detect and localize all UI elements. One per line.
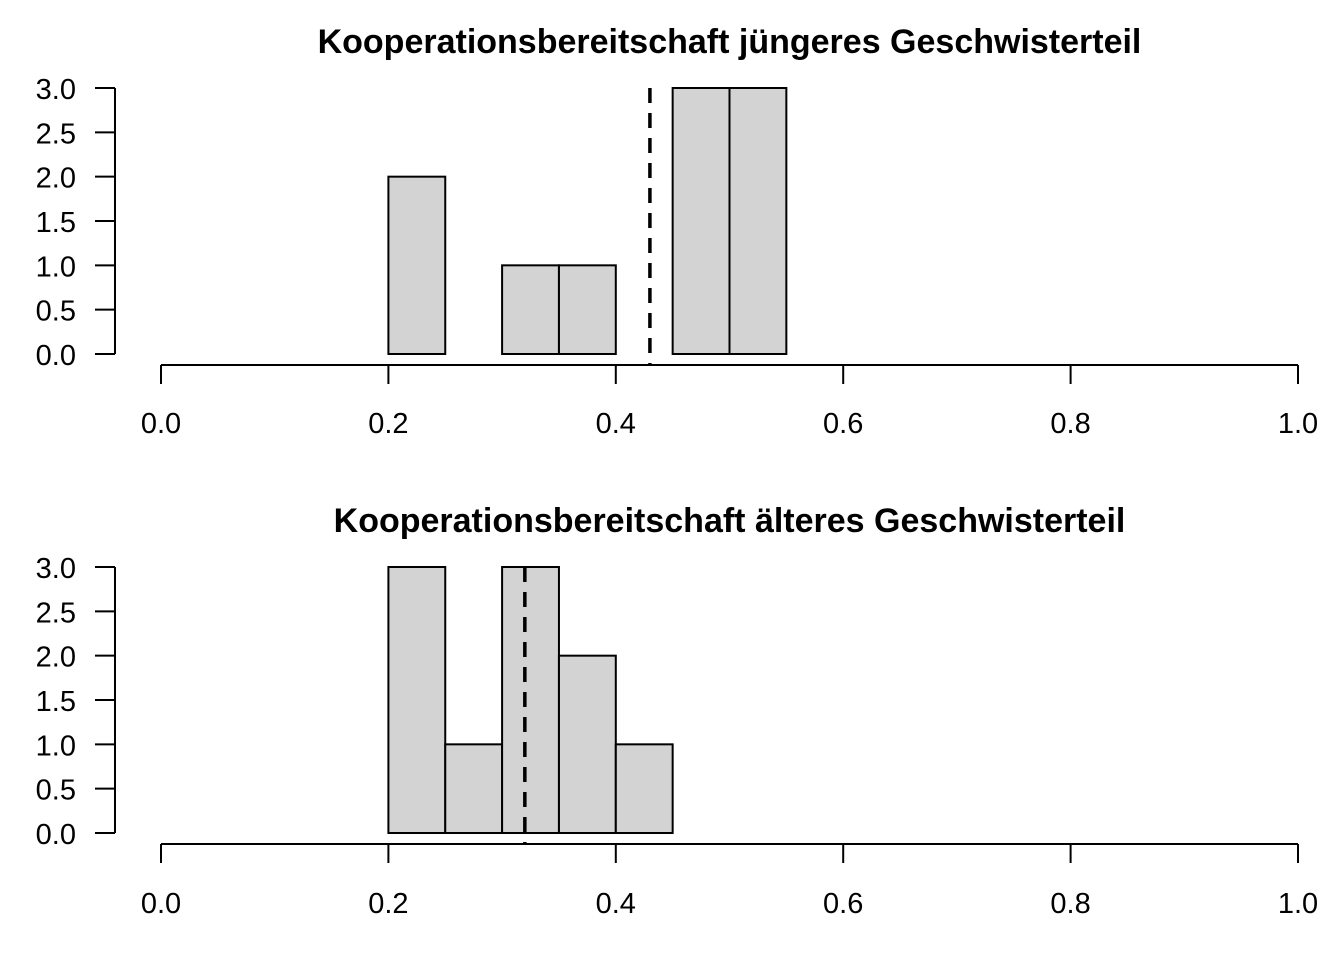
x-tick-label: 0.4 — [596, 888, 636, 920]
chart-title: Kooperationsbereitschaft jüngeres Geschw… — [318, 23, 1142, 61]
y-tick-label: 2.0 — [36, 163, 76, 195]
y-tick-label: 3.0 — [36, 74, 76, 106]
panel-older-sibling: Kooperationsbereitschaft älteres Geschwi… — [36, 502, 1318, 920]
y-axis: 0.0 0.5 1.0 1.5 2.0 2.5 3.0 — [36, 74, 116, 372]
x-tick-label: 1.0 — [1278, 888, 1318, 920]
x-tick-label: 0.2 — [368, 888, 408, 920]
y-tick-label: 1.0 — [36, 251, 76, 283]
y-tick-label: 0.5 — [36, 296, 76, 328]
histogram-bar — [728, 87, 788, 355]
x-tick-label: 0.0 — [141, 408, 181, 440]
y-tick-label: 0.0 — [36, 340, 76, 372]
y-tick-label: 2.0 — [36, 642, 76, 674]
x-tick-label: 0.6 — [823, 888, 863, 920]
histogram-bars — [387, 566, 674, 835]
y-tick-label: 3.0 — [36, 553, 76, 585]
histogram-bar — [557, 654, 617, 835]
histogram-bar — [387, 175, 447, 355]
x-tick-label: 1.0 — [1278, 408, 1318, 440]
x-axis: 0.0 0.2 0.4 0.6 0.8 1.0 — [141, 843, 1318, 920]
x-tick-label: 0.6 — [823, 408, 863, 440]
histogram-bars — [387, 87, 788, 356]
histogram-bar — [557, 264, 617, 356]
y-tick-label: 0.0 — [36, 819, 76, 851]
x-tick-label: 0.0 — [141, 888, 181, 920]
histogram-bar — [671, 87, 731, 355]
y-tick-label: 1.5 — [36, 686, 76, 718]
x-tick-label: 0.8 — [1050, 408, 1090, 440]
y-tick-label: 1.5 — [36, 207, 76, 239]
x-axis: 0.0 0.2 0.4 0.6 0.8 1.0 — [141, 364, 1318, 440]
y-tick-label: 1.0 — [36, 730, 76, 762]
chart-title: Kooperationsbereitschaft älteres Geschwi… — [334, 502, 1126, 540]
histogram-bar — [501, 566, 560, 834]
histogram-bar — [444, 743, 504, 834]
x-tick-label: 0.4 — [596, 408, 636, 440]
x-tick-label: 0.2 — [368, 408, 408, 440]
histogram-bar — [614, 743, 674, 834]
y-tick-label: 0.5 — [36, 775, 76, 807]
y-tick-label: 2.5 — [36, 118, 76, 150]
histogram-bar — [501, 264, 560, 356]
y-axis: 0.0 0.5 1.0 1.5 2.0 2.5 3.0 — [36, 553, 116, 851]
histogram-bar — [387, 566, 447, 834]
panel-younger-sibling: Kooperationsbereitschaft jüngeres Geschw… — [36, 23, 1318, 440]
x-tick-label: 0.8 — [1050, 888, 1090, 920]
y-tick-label: 2.5 — [36, 597, 76, 629]
